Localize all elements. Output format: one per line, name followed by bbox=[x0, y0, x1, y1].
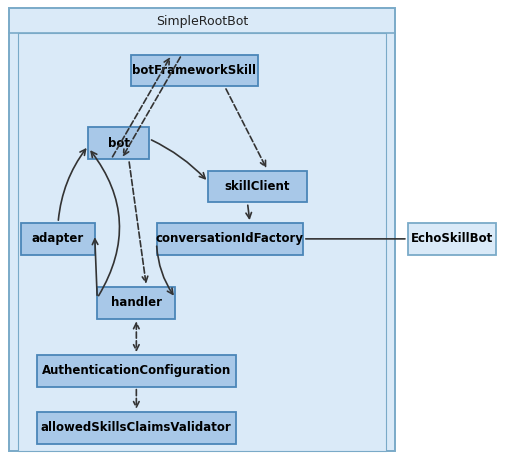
Text: AuthenticationConfiguration: AuthenticationConfiguration bbox=[42, 364, 231, 377]
FancyBboxPatch shape bbox=[18, 33, 386, 451]
Text: EchoSkillBot: EchoSkillBot bbox=[411, 233, 493, 245]
Text: bot: bot bbox=[108, 137, 130, 150]
FancyBboxPatch shape bbox=[9, 8, 395, 451]
FancyBboxPatch shape bbox=[36, 412, 236, 444]
FancyBboxPatch shape bbox=[131, 55, 258, 86]
FancyBboxPatch shape bbox=[408, 223, 496, 255]
FancyBboxPatch shape bbox=[36, 355, 236, 387]
Text: allowedSkillsClaimsValidator: allowedSkillsClaimsValidator bbox=[41, 421, 232, 434]
Text: conversationIdFactory: conversationIdFactory bbox=[156, 233, 304, 245]
FancyBboxPatch shape bbox=[21, 223, 94, 255]
Text: SimpleRootBot: SimpleRootBot bbox=[156, 15, 248, 28]
FancyBboxPatch shape bbox=[157, 223, 303, 255]
Text: botFrameworkSkill: botFrameworkSkill bbox=[132, 64, 257, 77]
Text: handler: handler bbox=[111, 296, 162, 309]
FancyBboxPatch shape bbox=[208, 171, 307, 202]
FancyBboxPatch shape bbox=[88, 127, 149, 159]
Text: adapter: adapter bbox=[32, 233, 84, 245]
FancyBboxPatch shape bbox=[97, 287, 175, 318]
Text: skillClient: skillClient bbox=[225, 180, 290, 193]
